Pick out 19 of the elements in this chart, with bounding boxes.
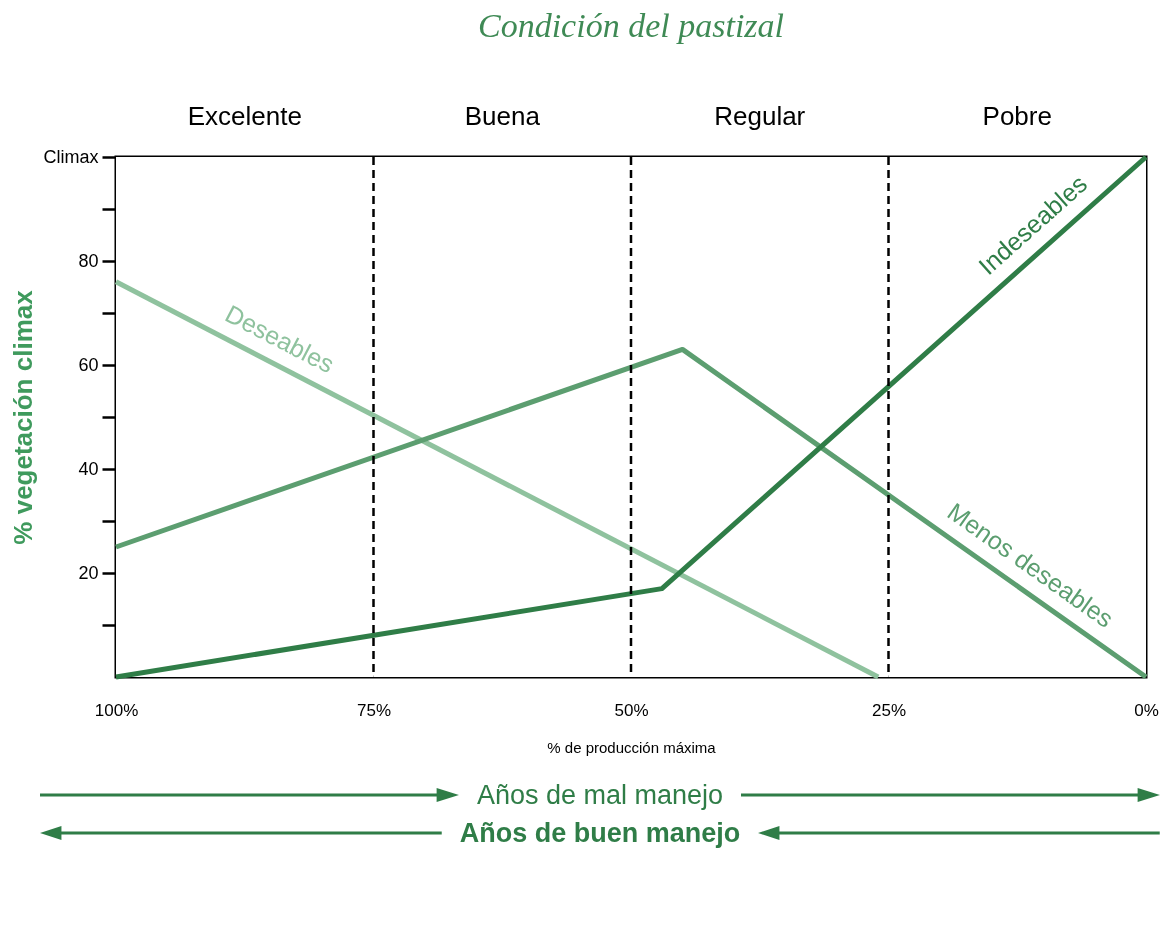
x-tick-label: 100%	[94, 700, 139, 720]
x-tick-label: 25%	[871, 700, 907, 720]
text: Años de mal manejo	[475, 779, 725, 811]
y-tick-label: 60	[78, 354, 99, 375]
chart-title: Condición del pastizal	[478, 7, 784, 44]
y-tick-label: 80	[78, 250, 99, 271]
band-label: Regular	[714, 101, 806, 131]
x-tick-label: 0%	[1134, 700, 1159, 720]
y-tick-label: Climax	[43, 146, 99, 167]
y-tick-label: 40	[78, 458, 99, 479]
x-tick-label: 75%	[356, 700, 392, 720]
text: Años de buen manejo	[458, 817, 742, 849]
y-axis-title: % vegetación climax	[8, 289, 39, 545]
band-label: Pobre	[982, 101, 1052, 131]
band-label: Buena	[464, 101, 541, 131]
y-tick-label: 20	[78, 562, 99, 583]
x-tick-label: 50%	[614, 700, 649, 720]
band-label: Excelente	[187, 101, 302, 131]
x-axis-title: % de producción máxima	[547, 738, 717, 756]
